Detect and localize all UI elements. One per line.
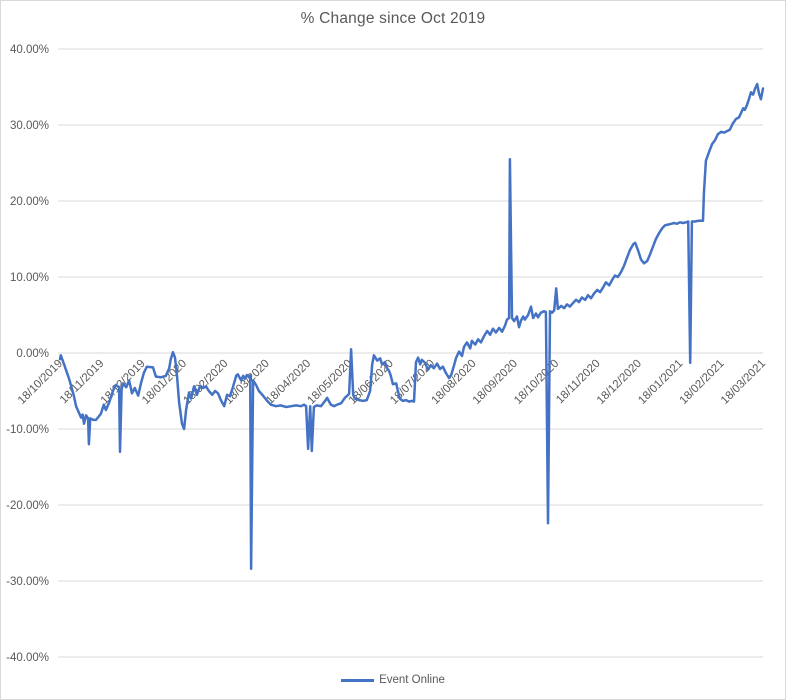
y-axis-label: 40.00%	[10, 44, 49, 56]
x-axis-label: 18/10/2019	[16, 358, 65, 407]
chart-title: % Change since Oct 2019	[300, 10, 486, 27]
series-line-event-online	[58, 82, 765, 571]
y-axis-label: -40.00%	[6, 652, 49, 664]
x-axis-label: 18/10/2020	[512, 358, 561, 407]
legend-series-label: Event Online	[379, 674, 445, 686]
y-axis-label: 0.00%	[16, 348, 49, 360]
y-axis-label: 20.00%	[10, 196, 49, 208]
y-axis-label: -30.00%	[6, 576, 49, 588]
x-axis-label: 18/03/2021	[719, 358, 768, 407]
y-axis-label: -20.00%	[6, 500, 49, 512]
y-axis-label: 10.00%	[10, 272, 49, 284]
y-axis-label: 30.00%	[10, 120, 49, 132]
legend-line-swatch	[341, 678, 375, 682]
legend: Event Online	[1, 674, 785, 686]
y-axis-label: -10.00%	[6, 424, 49, 436]
